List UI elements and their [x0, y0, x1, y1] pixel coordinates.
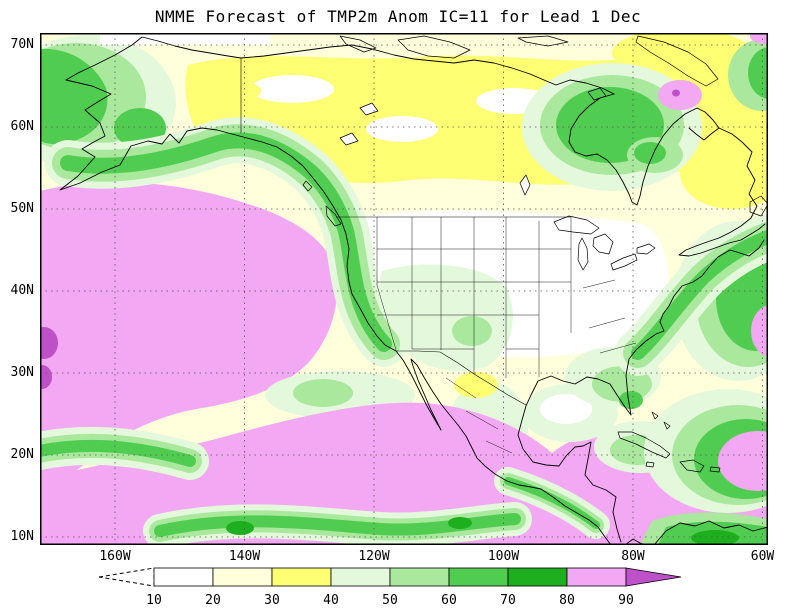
colorbar: 10 20 30 40 50 60 70 80 90 [98, 567, 682, 608]
colorbar-label: 10 [146, 593, 162, 608]
colorbar-below-range-arrow [98, 567, 155, 587]
colorbar-cell [330, 567, 391, 587]
lon-tick-label: 160W [99, 549, 131, 564]
colorbar-label: 30 [264, 593, 280, 608]
lon-tick-label: 140W [228, 549, 261, 564]
state-borders [376, 217, 637, 454]
lat-tick-label: 30N [10, 365, 34, 380]
country-borders [240, 58, 571, 406]
lon-tick-label: 100W [487, 549, 520, 564]
colorbar-label: 40 [323, 593, 339, 608]
figure-title: NMME Forecast of TMP2m Anom IC=11 for Le… [154, 7, 642, 26]
colorbar-cell [153, 567, 214, 587]
colorbar-label: 80 [559, 593, 575, 608]
colorbar-cell [212, 567, 273, 587]
lat-tick-label: 70N [10, 37, 34, 52]
plot-frame [40, 33, 768, 545]
lat-tick-label: 10N [10, 529, 34, 544]
lat-tick-label: 50N [10, 201, 34, 216]
colorbar-cell [507, 567, 568, 587]
colorbar-cell [448, 567, 509, 587]
colorbar-label: 60 [441, 593, 457, 608]
islands [302, 35, 768, 473]
forecast-map [40, 33, 768, 545]
lat-tick-label: 60N [10, 119, 34, 134]
colorbar-cell [389, 567, 450, 587]
colorbar-cell [271, 567, 332, 587]
colorbar-label: 70 [500, 593, 516, 608]
colorbar-cell [566, 567, 627, 587]
colorbar-above-range-arrow [625, 567, 682, 587]
graticule [40, 33, 768, 545]
longitude-axis: 160W 140W 120W 100W 80W 60W [0, 549, 796, 567]
coastlines [59, 36, 768, 545]
lon-tick-label: 80W [621, 549, 645, 564]
lon-tick-label: 120W [358, 549, 390, 564]
lat-tick-label: 20N [10, 447, 34, 462]
colorbar-label: 20 [205, 593, 221, 608]
contour-field [40, 33, 768, 545]
lon-tick-label: 60W [750, 549, 775, 564]
colorbar-label: 50 [382, 593, 398, 608]
lakes [339, 102, 656, 271]
lat-tick-label: 40N [10, 283, 34, 298]
latitude-axis: 70N 60N 50N 40N 30N 20N 10N [0, 0, 37, 614]
colorbar-label: 90 [618, 593, 634, 608]
